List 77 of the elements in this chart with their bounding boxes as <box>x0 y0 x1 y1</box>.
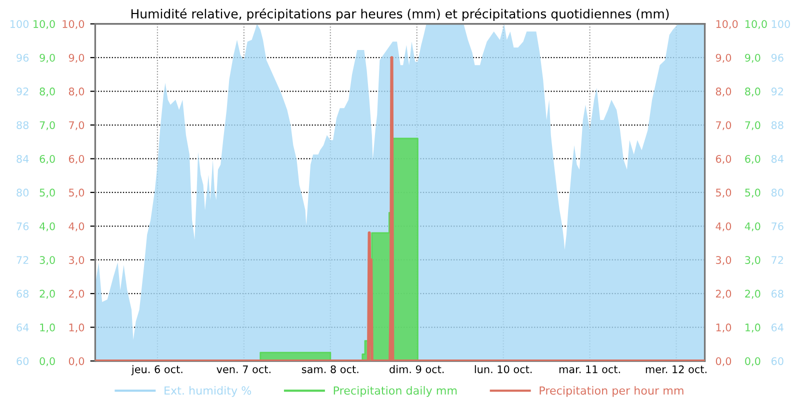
text: 6,0 <box>68 154 84 164</box>
legend-label: Precipitation per hour mm <box>540 386 684 397</box>
y-tick-label: 88 <box>16 121 29 130</box>
text: 9,0 <box>745 54 760 63</box>
text: 6,0 <box>745 154 760 164</box>
text: 1,0 <box>716 324 732 332</box>
y2-tick-label: 96 <box>771 54 784 62</box>
y-tick-label: 80 <box>16 188 29 197</box>
y3-tick-label: 4,0 <box>40 222 55 232</box>
x-tick-label: mar. 11 oct. <box>559 365 620 374</box>
y-tick-label: 68 <box>16 290 29 298</box>
y3-tick-label: 3,0 <box>40 256 55 266</box>
y2-tick-label: 92 <box>771 88 783 96</box>
text: 7,0 <box>69 121 84 130</box>
y2-tick-label: 76 <box>772 222 784 230</box>
text: 10,0 <box>62 20 84 30</box>
y-tick-label: 64 <box>16 324 29 332</box>
text: 0,0 <box>716 357 732 366</box>
y3-tick-label: 0,0 <box>40 357 55 366</box>
y2-tick-label: 64 <box>772 324 784 332</box>
y3-tick-label: 2,0 <box>40 290 55 299</box>
legend-label: Ext. humidity % <box>164 386 252 397</box>
legend-label: Precipitation daily mm <box>334 386 457 397</box>
text: 7,0 <box>716 121 732 130</box>
text: 6,0 <box>716 154 732 164</box>
y2-tick-label: 72 <box>772 256 783 264</box>
text: 3,0 <box>69 256 84 266</box>
text: 10,0 <box>716 20 738 30</box>
y2-tick-label: 100 <box>772 20 790 28</box>
y-tick-label: 60 <box>16 357 29 366</box>
text: 2,0 <box>68 290 84 299</box>
y-tick-label: 84 <box>16 154 29 163</box>
text: 2,0 <box>716 290 732 299</box>
text: 5,0 <box>716 188 732 198</box>
x-tick-label: lun. 10 oct. <box>474 365 532 374</box>
text: 4,0 <box>68 222 84 232</box>
text: 0,0 <box>68 357 84 366</box>
x-tick-label: jeu. 6 oct. <box>131 365 182 376</box>
y2-tick-label: 88 <box>771 121 784 130</box>
y3-tick-label: 5,0 <box>40 188 55 198</box>
y3-tick-label: 1,0 <box>40 324 55 332</box>
y2-tick-label: 60 <box>772 357 784 366</box>
text: 4,0 <box>744 222 760 232</box>
y2-tick-label: 68 <box>772 290 784 298</box>
text: 8,0 <box>745 88 760 96</box>
y-tick-label: 100 <box>10 20 29 28</box>
y-tick-label: 76 <box>16 222 29 230</box>
text: 8,0 <box>68 88 84 96</box>
y3-tick-label: 6,0 <box>40 154 55 164</box>
text: 9,0 <box>716 54 732 63</box>
x-tick-label: dim. 9 oct. <box>390 365 444 374</box>
y2-tick-label: 80 <box>771 188 784 197</box>
chart-title: Humidité relative, précipitations par heures (mm) et précipitations quotidiennes (mm) <box>131 8 669 21</box>
text: 10,0 <box>746 20 767 30</box>
y-tick-label: 96 <box>16 54 29 62</box>
y3-tick-label: 7,0 <box>40 121 55 130</box>
y-tick-label: 72 <box>16 256 28 264</box>
x-tick-label: mer. 12 oct. <box>646 365 706 374</box>
text: 2,0 <box>745 290 760 299</box>
text: 8,0 <box>716 88 732 96</box>
text: 9,0 <box>68 54 84 63</box>
x-tick-label: sam. 8 oct. <box>302 365 358 374</box>
text: 3,0 <box>716 256 732 266</box>
text: 7,0 <box>745 121 760 130</box>
y3-tick-label: 9,0 <box>40 54 55 63</box>
y3-tick-label: 10,0 <box>34 20 55 30</box>
text: 4,0 <box>716 222 732 232</box>
x-tick-label: ven. 7 oct. <box>216 365 270 374</box>
text: 0,0 <box>745 357 760 366</box>
text: 5,0 <box>69 188 84 198</box>
y2-tick-label: 84 <box>771 154 784 163</box>
text: 1,0 <box>69 324 84 332</box>
y3-tick-label: 8,0 <box>40 88 55 96</box>
text: 1,0 <box>746 324 760 332</box>
y-tick-label: 92 <box>16 88 28 96</box>
text: 5,0 <box>745 188 760 198</box>
text: 3,0 <box>745 256 760 266</box>
